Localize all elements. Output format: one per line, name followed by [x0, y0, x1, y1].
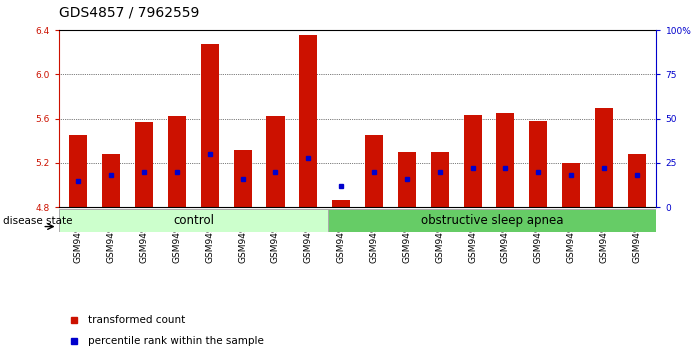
Bar	[365, 135, 383, 207]
Text: percentile rank within the sample: percentile rank within the sample	[88, 336, 263, 346]
Text: disease state: disease state	[3, 216, 73, 226]
Bar	[496, 113, 514, 207]
Text: control: control	[173, 214, 214, 227]
Bar	[201, 45, 219, 207]
Bar	[627, 154, 646, 207]
Bar	[267, 116, 285, 207]
Bar	[464, 115, 482, 207]
Bar	[299, 34, 317, 207]
Bar	[562, 163, 580, 207]
Bar	[430, 152, 448, 207]
Bar	[328, 209, 656, 232]
Bar	[529, 121, 547, 207]
Text: GDS4857 / 7962559: GDS4857 / 7962559	[59, 5, 199, 19]
Bar	[398, 152, 416, 207]
Text: obstructive sleep apnea: obstructive sleep apnea	[421, 214, 563, 227]
Bar	[135, 122, 153, 207]
Bar	[168, 116, 186, 207]
Bar	[59, 209, 328, 232]
Bar	[595, 108, 613, 207]
Bar	[234, 149, 252, 207]
Bar	[332, 200, 350, 207]
Bar	[69, 135, 88, 207]
Text: transformed count: transformed count	[88, 315, 184, 325]
Bar	[102, 154, 120, 207]
